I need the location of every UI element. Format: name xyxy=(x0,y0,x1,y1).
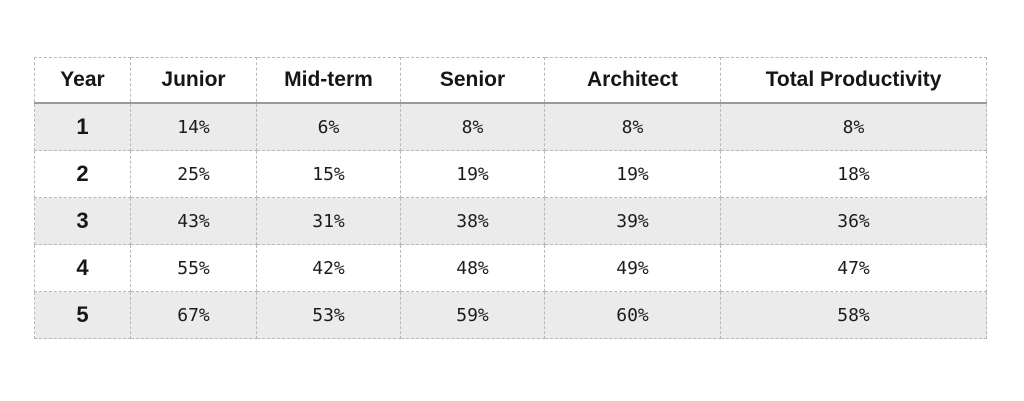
value-cell: 19% xyxy=(400,150,545,198)
value-cell: 8% xyxy=(544,102,721,151)
value-cell: 8% xyxy=(400,102,545,151)
value-cell: 18% xyxy=(720,150,987,198)
table-row: 4 55% 42% 48% 49% 47% xyxy=(34,244,987,292)
value-cell: 15% xyxy=(256,150,401,198)
table-row: 1 14% 6% 8% 8% 8% xyxy=(34,102,987,151)
value-cell: 43% xyxy=(130,197,257,245)
table-row: 2 25% 15% 19% 19% 18% xyxy=(34,150,987,198)
year-cell: 1 xyxy=(34,102,131,151)
value-cell: 67% xyxy=(130,291,257,339)
value-cell: 59% xyxy=(400,291,545,339)
value-cell: 6% xyxy=(256,102,401,151)
year-cell: 4 xyxy=(34,244,131,292)
value-cell: 58% xyxy=(720,291,987,339)
year-cell: 3 xyxy=(34,197,131,245)
table-body: 1 14% 6% 8% 8% 8% 2 25% 15% 19% 19% 18% 3 43% 31% 38% 39… xyxy=(34,102,987,339)
header-architect: Architect xyxy=(544,57,721,104)
header-senior: Senior xyxy=(400,57,545,104)
value-cell: 49% xyxy=(544,244,721,292)
header-row: Year Junior Mid-term Senior Architect To… xyxy=(34,57,987,104)
value-cell: 38% xyxy=(400,197,545,245)
value-cell: 42% xyxy=(256,244,401,292)
header-junior: Junior xyxy=(130,57,257,104)
value-cell: 47% xyxy=(720,244,987,292)
value-cell: 39% xyxy=(544,197,721,245)
value-cell: 36% xyxy=(720,197,987,245)
value-cell: 14% xyxy=(130,102,257,151)
value-cell: 55% xyxy=(130,244,257,292)
year-cell: 5 xyxy=(34,291,131,339)
table-row: 3 43% 31% 38% 39% 36% xyxy=(34,197,987,245)
value-cell: 31% xyxy=(256,197,401,245)
value-cell: 19% xyxy=(544,150,721,198)
header-year: Year xyxy=(34,57,131,104)
value-cell: 48% xyxy=(400,244,545,292)
value-cell: 53% xyxy=(256,291,401,339)
value-cell: 25% xyxy=(130,150,257,198)
value-cell: 8% xyxy=(720,102,987,151)
table-row: 5 67% 53% 59% 60% 58% xyxy=(34,291,987,339)
header-mid-term: Mid-term xyxy=(256,57,401,104)
productivity-table-container: Year Junior Mid-term Senior Architect To… xyxy=(34,57,987,339)
productivity-table: Year Junior Mid-term Senior Architect To… xyxy=(34,57,987,339)
header-total-productivity: Total Productivity xyxy=(720,57,987,104)
year-cell: 2 xyxy=(34,150,131,198)
table-header: Year Junior Mid-term Senior Architect To… xyxy=(34,57,987,104)
value-cell: 60% xyxy=(544,291,721,339)
